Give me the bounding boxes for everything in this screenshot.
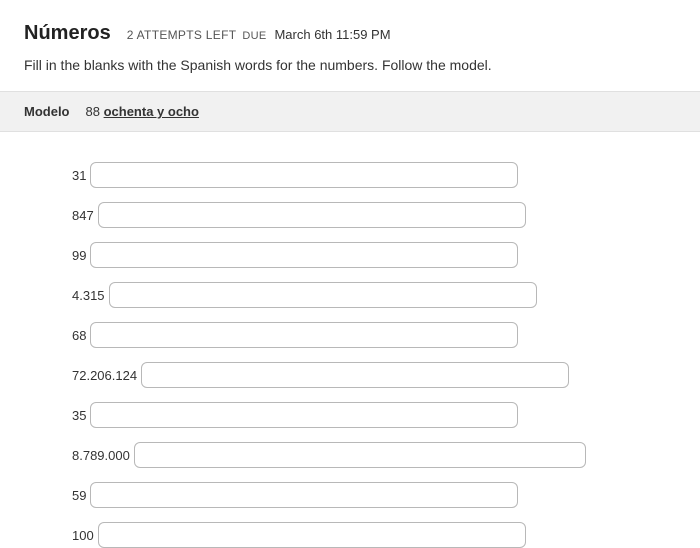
question-row: 4.315	[72, 282, 676, 308]
question-row: 35	[72, 402, 676, 428]
question-row: 72.206.124	[72, 362, 676, 388]
answer-input[interactable]	[98, 522, 526, 548]
question-row: 59	[72, 482, 676, 508]
question-row: 99	[72, 242, 676, 268]
page-title: Números	[24, 22, 111, 45]
question-label: 59	[72, 488, 86, 503]
instructions-text: Fill in the blanks with the Spanish word…	[24, 57, 676, 73]
attempts-left: 2 ATTEMPTS LEFT	[127, 28, 237, 42]
header-row: Números 2 ATTEMPTS LEFT DUE March 6th 11…	[24, 22, 676, 45]
question-row: 100	[72, 522, 676, 548]
answer-input[interactable]	[98, 202, 526, 228]
question-label: 100	[72, 528, 94, 543]
answer-input[interactable]	[90, 482, 518, 508]
question-row: 31	[72, 162, 676, 188]
question-label: 4.315	[72, 288, 105, 303]
answer-input[interactable]	[90, 322, 518, 348]
question-label: 35	[72, 408, 86, 423]
question-label: 72.206.124	[72, 368, 137, 383]
modelo-example: 88 ochenta y ocho	[86, 104, 199, 119]
exercise-container: Números 2 ATTEMPTS LEFT DUE March 6th 11…	[0, 0, 700, 548]
question-label: 847	[72, 208, 94, 223]
question-label: 8.789.000	[72, 448, 130, 463]
modelo-answer: ochenta y ocho	[104, 104, 199, 119]
answer-input[interactable]	[90, 402, 518, 428]
question-row: 8.789.000	[72, 442, 676, 468]
modelo-bar: Modelo 88 ochenta y ocho	[0, 91, 700, 132]
answer-input[interactable]	[109, 282, 537, 308]
answer-input[interactable]	[90, 242, 518, 268]
questions-list: 31 847 99 4.315 68 72.206.124 35 8.789.000 59 100	[24, 162, 676, 548]
answer-input[interactable]	[90, 162, 518, 188]
answer-input[interactable]	[141, 362, 569, 388]
question-row: 68	[72, 322, 676, 348]
due-label: DUE	[242, 30, 266, 42]
modelo-number: 88	[86, 104, 100, 119]
modelo-label: Modelo	[24, 104, 70, 119]
question-label: 31	[72, 168, 86, 183]
due-date: March 6th 11:59 PM	[274, 27, 390, 42]
question-label: 68	[72, 328, 86, 343]
answer-input[interactable]	[134, 442, 586, 468]
question-row: 847	[72, 202, 676, 228]
question-label: 99	[72, 248, 86, 263]
